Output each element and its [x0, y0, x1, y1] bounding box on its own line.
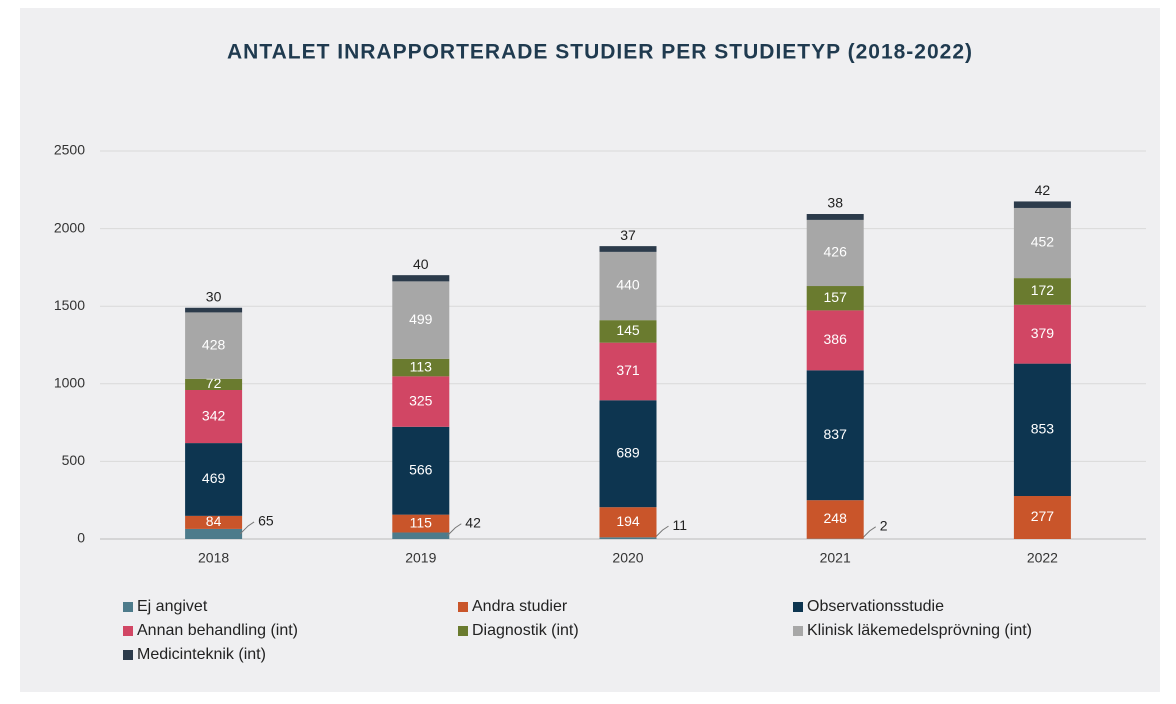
data-label: 428	[202, 336, 226, 352]
data-label: 65	[258, 513, 274, 529]
legend-swatch	[123, 602, 133, 612]
bar-segment	[600, 537, 657, 539]
data-label: 566	[409, 461, 433, 477]
legend-label: Andra studier	[472, 598, 568, 615]
data-label: 469	[202, 470, 226, 486]
data-label: 145	[616, 322, 640, 338]
data-label: 42	[465, 514, 481, 530]
y-tick-label: 1000	[54, 375, 85, 391]
bar-segment	[1014, 201, 1071, 208]
data-label: 38	[827, 195, 843, 211]
y-tick-label: 500	[62, 452, 86, 468]
x-tick-label: 2021	[820, 550, 851, 566]
y-tick-label: 2500	[54, 142, 85, 158]
legend-label: Medicinteknik (int)	[137, 646, 266, 663]
y-tick-label: 2000	[54, 219, 85, 235]
legend-swatch	[123, 626, 133, 636]
legend-swatch	[793, 626, 803, 636]
bar-segment	[185, 308, 242, 313]
data-label: 440	[616, 277, 640, 293]
data-label: 194	[616, 513, 640, 529]
data-label: 172	[1031, 282, 1055, 298]
bar-segment	[600, 246, 657, 252]
data-label: 40	[413, 256, 429, 272]
x-tick-label: 2022	[1027, 550, 1058, 566]
y-tick-label: 0	[77, 530, 85, 546]
data-label: 11	[673, 517, 688, 533]
data-label: 386	[824, 331, 848, 347]
bar-segment	[807, 214, 864, 220]
legend-swatch	[458, 626, 468, 636]
x-tick-label: 2018	[198, 550, 229, 566]
data-label: 115	[410, 514, 433, 530]
bar-segment	[392, 532, 449, 539]
data-label: 42	[1035, 182, 1051, 198]
data-label: 426	[824, 244, 848, 260]
data-label: 379	[1031, 325, 1055, 341]
x-tick-label: 2019	[405, 550, 436, 566]
data-label: 853	[1031, 421, 1055, 437]
bar-segment	[185, 529, 242, 539]
data-label: 371	[616, 362, 640, 378]
data-label: 689	[616, 444, 640, 460]
legend-label: Diagnostik (int)	[472, 622, 579, 639]
data-label: 325	[409, 392, 433, 408]
data-label: 157	[824, 289, 848, 305]
data-label: 837	[824, 426, 848, 442]
legend-label: Annan behandling (int)	[137, 622, 298, 639]
data-label: 342	[202, 407, 226, 423]
x-tick-label: 2020	[612, 550, 643, 566]
legend-swatch	[458, 602, 468, 612]
legend-label: Ej angivet	[137, 598, 208, 615]
data-label: 452	[1031, 234, 1055, 250]
legend-swatch	[123, 650, 133, 660]
y-tick-label: 1500	[54, 297, 85, 313]
legend-swatch	[793, 602, 803, 612]
bar-segment	[392, 275, 449, 281]
data-label: 248	[824, 510, 848, 526]
data-label: 2	[880, 518, 888, 534]
chart-title: ANTALET INRAPPORTERADE STUDIER PER STUDI…	[227, 41, 973, 64]
data-label: 277	[1031, 508, 1055, 524]
data-label: 499	[409, 311, 433, 327]
legend-label: Klinisk läkemedelsprövning (int)	[807, 622, 1032, 639]
legend-label: Observationsstudie	[807, 598, 944, 615]
data-label: 113	[410, 358, 433, 374]
data-label: 30	[206, 288, 222, 304]
data-label: 37	[620, 227, 636, 243]
